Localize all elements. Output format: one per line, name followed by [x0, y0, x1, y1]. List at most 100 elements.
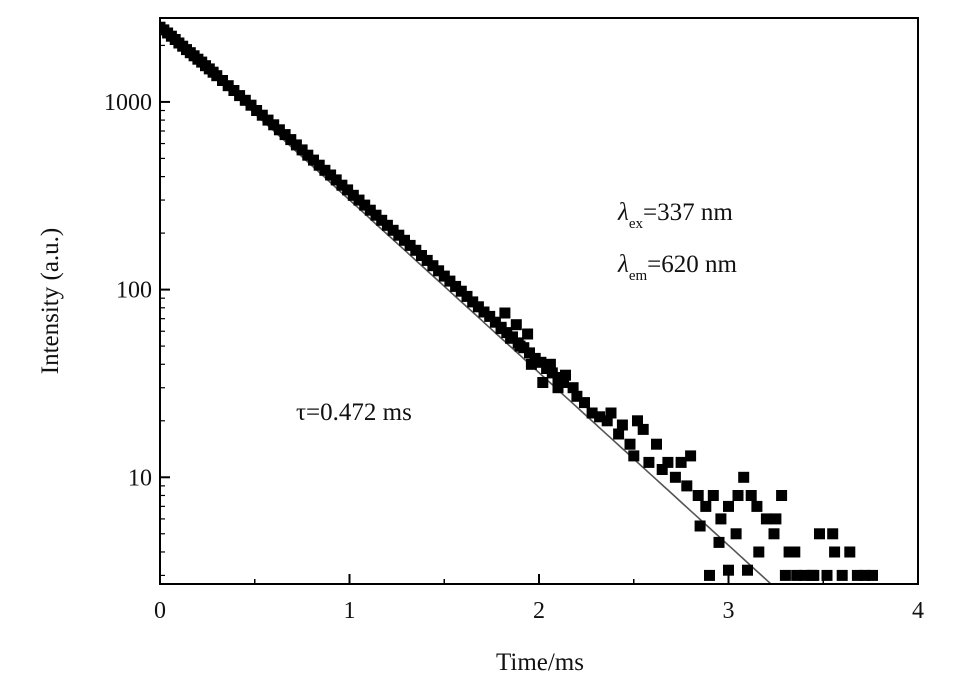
- data-point: [251, 105, 263, 116]
- data-point: [651, 438, 662, 450]
- lambda-ex-sub: ex: [629, 216, 644, 232]
- data-point: [268, 119, 280, 131]
- data-point: [613, 428, 625, 440]
- data-point: [514, 340, 526, 352]
- data-point: [753, 546, 765, 558]
- data-point: [501, 327, 513, 339]
- data-point: [836, 569, 848, 581]
- data-point: [239, 94, 251, 106]
- data-point: [313, 159, 325, 171]
- data-point: [296, 144, 308, 156]
- data-point: [461, 290, 473, 302]
- data-point: [732, 490, 744, 501]
- x-tick-label: 1: [344, 598, 356, 624]
- data-point: [567, 382, 579, 394]
- data-point: [751, 500, 763, 512]
- data-point: [450, 280, 462, 292]
- data-points-layer: [160, 21, 878, 581]
- data-point: [364, 204, 376, 216]
- data-point: [742, 564, 753, 576]
- data-point: [404, 239, 416, 251]
- data-point: [433, 265, 445, 277]
- data-point: [330, 174, 342, 186]
- data-point: [421, 254, 433, 266]
- data-point: [552, 382, 564, 394]
- data-point: [376, 214, 388, 226]
- data-point: [525, 358, 537, 370]
- data-point: [336, 179, 348, 191]
- data-point: [302, 149, 314, 161]
- data-point: [472, 301, 484, 313]
- data-point: [770, 513, 782, 525]
- data-point: [381, 219, 393, 231]
- data-point: [745, 490, 757, 501]
- data-point: [558, 377, 570, 388]
- data-point: [319, 164, 331, 176]
- y-axis-title: Intensity (a.u.): [37, 228, 64, 374]
- data-point: [262, 114, 274, 126]
- data-point: [510, 319, 522, 331]
- data-point: [467, 296, 479, 308]
- lambda-ex-annotation: λex=337 nm: [617, 199, 733, 232]
- data-point: [808, 569, 820, 581]
- data-point: [438, 270, 450, 282]
- data-point: [544, 358, 556, 370]
- data-point: [723, 500, 734, 512]
- data-point: [228, 85, 240, 96]
- data-point: [234, 90, 246, 102]
- data-point: [455, 285, 467, 297]
- data-point: [851, 569, 863, 581]
- data-point: [656, 464, 668, 475]
- lambda-em-sub: em: [629, 268, 648, 284]
- data-point: [779, 569, 791, 581]
- data-point: [616, 419, 628, 431]
- lambda-em-symbol: λ: [617, 251, 629, 278]
- data-point: [285, 134, 297, 146]
- plot-frame: [159, 17, 919, 585]
- data-point: [844, 546, 856, 558]
- data-point: [256, 109, 268, 121]
- data-point: [715, 513, 727, 525]
- x-tick-label: 2: [533, 598, 545, 624]
- data-point: [669, 471, 681, 483]
- x-axis-title: Time/ms: [496, 649, 584, 676]
- x-tick-label: 4: [912, 598, 924, 624]
- data-point: [410, 244, 422, 256]
- data-point: [478, 306, 490, 318]
- data-point: [692, 490, 704, 501]
- data-point: [211, 70, 223, 82]
- data-point: [290, 139, 302, 151]
- data-point: [662, 456, 674, 468]
- data-point: [760, 513, 772, 525]
- data-point: [489, 316, 501, 328]
- data-point: [798, 569, 810, 581]
- data-point: [643, 456, 655, 468]
- data-point: [571, 390, 583, 402]
- data-point: [325, 169, 337, 181]
- data-point: [628, 450, 640, 462]
- data-point: [522, 328, 534, 340]
- data-point: [560, 369, 571, 381]
- data-point: [829, 546, 841, 558]
- data-point: [738, 471, 750, 483]
- data-point: [821, 569, 833, 581]
- data-point: [685, 450, 697, 462]
- data-point: [605, 407, 617, 419]
- data-point: [535, 356, 547, 368]
- data-point: [537, 377, 549, 388]
- data-point: [353, 194, 365, 206]
- data-point: [827, 528, 839, 540]
- data-point: [694, 520, 706, 532]
- data-point: [359, 199, 371, 211]
- data-point: [675, 456, 687, 468]
- data-point: [505, 332, 517, 344]
- data-point: [707, 490, 719, 501]
- data-point: [867, 569, 878, 581]
- data-point: [637, 423, 649, 435]
- data-point: [789, 546, 801, 558]
- data-point: [601, 415, 613, 427]
- data-point: [791, 569, 803, 581]
- data-point: [681, 480, 693, 492]
- x-tick-label: 0: [154, 598, 166, 624]
